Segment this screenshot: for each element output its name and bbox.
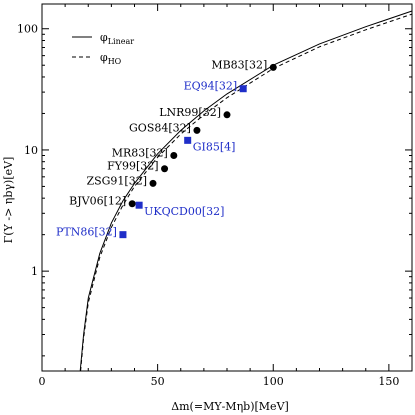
y-tick-label: 10	[24, 144, 38, 157]
data-point-square	[184, 136, 192, 144]
data-point-circle	[193, 126, 201, 134]
legend-label: φLinear	[100, 31, 134, 46]
data-point-label: GOS84[32]	[129, 121, 191, 134]
y-axis-label: Γ(Υ -> ηbγ)[eV]	[2, 157, 15, 244]
data-point-square	[135, 201, 143, 209]
data-point-circle	[170, 151, 178, 159]
x-tick-label: 150	[378, 375, 399, 388]
y-tick-label: 1	[31, 265, 38, 278]
x-tick-label: 50	[151, 375, 165, 388]
data-point-label: UKQCD00[32]	[144, 205, 224, 218]
data-point-label: ZSG91[32]	[86, 174, 147, 187]
data-point-label: LNR99[32]	[159, 106, 221, 119]
data-point-circle	[149, 179, 157, 187]
x-axis-label: Δm(=MΥ-Mηb)[MeV]	[171, 400, 289, 413]
data-point-label: GI85[4]	[193, 140, 236, 153]
data-point-label: MR83[32]	[112, 146, 168, 159]
data-point-label: FY99[32]	[107, 160, 158, 173]
curve-phi-linear	[79, 10, 413, 372]
data-point-label: PTN86[32]	[56, 226, 117, 239]
data-point-label: MB83[32]	[211, 58, 267, 71]
y-tick-label: 100	[17, 23, 38, 36]
x-tick-label: 0	[39, 375, 46, 388]
data-point-circle	[269, 63, 277, 71]
legend: φLinear φHO	[72, 31, 134, 66]
curves	[79, 10, 413, 372]
data-point-square	[119, 231, 127, 239]
data-point-circle	[223, 111, 231, 119]
data-point-circle	[128, 200, 136, 208]
legend-label: φHO	[100, 51, 122, 66]
data-point-label: BJV06[12]	[69, 195, 126, 208]
data-point-label: EQ94[32]	[184, 80, 238, 93]
data-point-square	[239, 85, 247, 93]
data-point-circle	[161, 165, 169, 173]
axis-ticks: 0 50 100 150 1 10 100	[17, 4, 412, 388]
x-tick-label: 100	[263, 375, 284, 388]
curve-phi-ho	[80, 13, 413, 372]
data-points: MB83[32] EQ94[32] LNR99[32] GOS84[32]GI85[4…	[56, 58, 277, 239]
